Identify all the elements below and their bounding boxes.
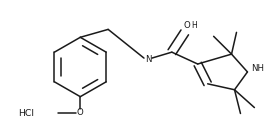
Text: HCl: HCl (19, 109, 35, 118)
Text: O: O (183, 21, 190, 30)
Text: N: N (145, 55, 151, 64)
Text: H: H (191, 21, 197, 30)
Text: NH: NH (251, 64, 264, 74)
Text: O: O (77, 108, 84, 117)
